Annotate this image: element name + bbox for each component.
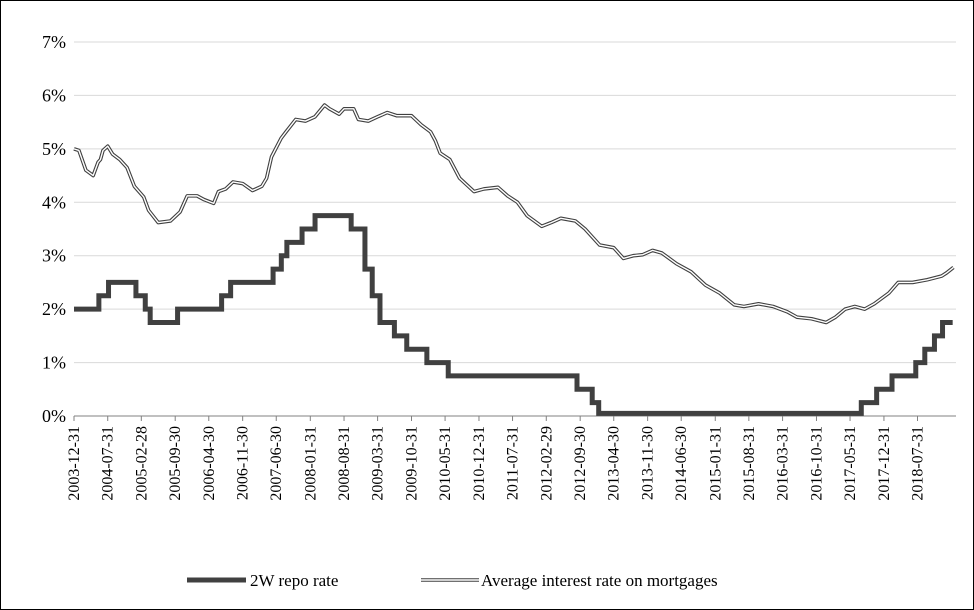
repo-rate-line [74, 213, 953, 416]
x-tick-label: 2007-06-30 [268, 426, 285, 501]
x-tick-label: 2006-04-30 [201, 426, 218, 501]
x-tick-label: 2014-06-30 [673, 426, 690, 501]
x-tick-label: 2008-08-31 [336, 426, 353, 501]
x-tick-label: 2015-08-31 [741, 426, 758, 501]
x-tick-label: 2016-03-31 [775, 426, 792, 501]
x-tick-label: 2006-11-30 [235, 426, 252, 500]
x-tick-label: 2012-09-30 [572, 426, 589, 501]
x-tick-label: 2016-10-31 [808, 426, 825, 501]
x-tick-label: 2012-02-29 [538, 426, 555, 501]
x-tick-label: 2013-04-30 [606, 426, 623, 501]
x-tick-label: 2015-01-31 [707, 426, 724, 501]
x-tick-label: 2008-01-31 [302, 426, 319, 501]
x-tick-label: 2004-07-31 [100, 426, 117, 501]
mortgage-rate-line-outer [73, 103, 955, 325]
x-tick-label: 2018-07-31 [910, 426, 927, 501]
axes [73, 415, 956, 421]
mortgage-rate-line [73, 104, 954, 324]
x-tick-labels: 2003-12-31 2004-07-31 2005-02-28 2005-09-30… [66, 426, 927, 501]
x-tick-label: 2005-09-30 [167, 426, 184, 501]
y-tick-label: 4% [42, 192, 66, 212]
y-tick-label: 0% [42, 406, 66, 426]
x-tick-label: 2013-11-30 [640, 426, 657, 500]
legend-label-mortgage: Average interest rate on mortgages [481, 571, 718, 590]
x-tick-label: 2009-03-31 [370, 426, 387, 501]
legend-label-repo: 2W repo rate [250, 571, 338, 590]
x-tick-label: 2017-05-31 [842, 426, 859, 501]
y-tick-label: 2% [42, 299, 66, 319]
y-tick-label: 5% [42, 139, 66, 159]
x-tick-label: 2010-05-31 [437, 426, 454, 501]
y-tick-label: 1% [42, 353, 66, 373]
y-tick-label: 3% [42, 246, 66, 266]
x-tick-label: 2017-12-31 [876, 426, 893, 501]
x-tick-label: 2011-07-31 [505, 426, 522, 500]
x-tick-label: 2010-12-31 [471, 426, 488, 501]
x-tick-label: 2009-10-31 [404, 426, 421, 501]
y-tick-label: 7% [42, 32, 66, 52]
legend: 2W repo rate Average interest rate on mor… [187, 571, 718, 590]
x-tick-label: 2003-12-31 [66, 426, 83, 501]
x-tick-label: 2005-02-28 [133, 426, 150, 501]
series-lines [73, 103, 955, 416]
y-tick-labels: 0% 1% 2% 3% 4% 5% 6% 7% [42, 32, 66, 426]
y-tick-label: 6% [42, 85, 66, 105]
